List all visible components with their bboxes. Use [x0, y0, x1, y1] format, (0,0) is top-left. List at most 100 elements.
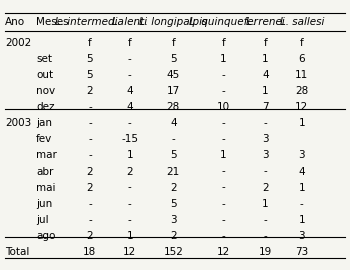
Text: -: - — [88, 199, 92, 209]
Text: 17: 17 — [167, 86, 180, 96]
Text: 12: 12 — [123, 247, 136, 257]
Text: 28: 28 — [295, 86, 308, 96]
Text: 4: 4 — [127, 102, 133, 112]
Text: 5: 5 — [86, 70, 93, 80]
Text: -: - — [128, 199, 132, 209]
Text: set: set — [36, 54, 52, 64]
Text: 1: 1 — [262, 86, 268, 96]
Text: dez: dez — [36, 102, 55, 112]
Text: 2: 2 — [127, 167, 133, 177]
Text: 5: 5 — [170, 199, 177, 209]
Text: 2: 2 — [86, 167, 93, 177]
Text: -: - — [88, 215, 92, 225]
Text: f: f — [172, 38, 175, 48]
Text: -: - — [88, 134, 92, 144]
Text: 73: 73 — [295, 247, 308, 257]
Text: -: - — [264, 215, 267, 225]
Text: -: - — [264, 167, 267, 177]
Text: -: - — [264, 119, 267, 129]
Text: 1: 1 — [127, 231, 133, 241]
Text: 3: 3 — [170, 215, 177, 225]
Text: mai: mai — [36, 183, 56, 193]
Text: f: f — [88, 38, 92, 48]
Text: 7: 7 — [262, 102, 268, 112]
Text: -: - — [222, 70, 225, 80]
Text: 12: 12 — [217, 247, 230, 257]
Text: f: f — [128, 38, 132, 48]
Text: L. intermedia: L. intermedia — [56, 18, 124, 28]
Text: 152: 152 — [163, 247, 183, 257]
Text: 2: 2 — [86, 86, 93, 96]
Text: jun: jun — [36, 199, 52, 209]
Text: -: - — [222, 183, 225, 193]
Text: -: - — [172, 134, 175, 144]
Text: 1: 1 — [262, 54, 268, 64]
Text: 3: 3 — [299, 231, 305, 241]
Text: 10: 10 — [217, 102, 230, 112]
Text: 3: 3 — [262, 134, 268, 144]
Text: Total: Total — [5, 247, 29, 257]
Text: -: - — [222, 134, 225, 144]
Text: 4: 4 — [127, 86, 133, 96]
Text: 11: 11 — [295, 70, 308, 80]
Text: -: - — [222, 231, 225, 241]
Text: nov: nov — [36, 86, 55, 96]
Text: -: - — [128, 70, 132, 80]
Text: 1: 1 — [299, 119, 305, 129]
Text: mar: mar — [36, 150, 57, 160]
Text: -: - — [88, 102, 92, 112]
Text: 4: 4 — [299, 167, 305, 177]
Text: L. longipalpis: L. longipalpis — [139, 18, 208, 28]
Text: 1: 1 — [299, 183, 305, 193]
Text: 18: 18 — [83, 247, 97, 257]
Text: 1: 1 — [220, 54, 227, 64]
Text: -: - — [88, 150, 92, 160]
Text: -: - — [222, 119, 225, 129]
Text: 2: 2 — [86, 231, 93, 241]
Text: 4: 4 — [262, 70, 268, 80]
Text: Ano: Ano — [5, 18, 25, 28]
Text: 2: 2 — [262, 183, 268, 193]
Text: Meses: Meses — [36, 18, 69, 28]
Text: -: - — [264, 231, 267, 241]
Text: -: - — [128, 215, 132, 225]
Text: 5: 5 — [170, 54, 177, 64]
Text: f: f — [300, 38, 303, 48]
Text: -: - — [300, 199, 303, 209]
Text: jan: jan — [36, 119, 52, 129]
Text: L. lenti: L. lenti — [112, 18, 147, 28]
Text: -: - — [222, 215, 225, 225]
Text: 1: 1 — [262, 199, 268, 209]
Text: f: f — [222, 38, 225, 48]
Text: 6: 6 — [299, 54, 305, 64]
Text: 2: 2 — [170, 183, 177, 193]
Text: 21: 21 — [167, 167, 180, 177]
Text: 2002: 2002 — [5, 38, 31, 48]
Text: 2: 2 — [86, 183, 93, 193]
Text: 1: 1 — [299, 215, 305, 225]
Text: 3: 3 — [299, 150, 305, 160]
Text: -: - — [128, 119, 132, 129]
Text: 1: 1 — [220, 150, 227, 160]
Text: jul: jul — [36, 215, 49, 225]
Text: -: - — [222, 167, 225, 177]
Text: 19: 19 — [259, 247, 272, 257]
Text: -: - — [128, 54, 132, 64]
Text: 28: 28 — [167, 102, 180, 112]
Text: f: f — [264, 38, 267, 48]
Text: L. renei: L. renei — [246, 18, 285, 28]
Text: 5: 5 — [170, 150, 177, 160]
Text: 2: 2 — [170, 231, 177, 241]
Text: 5: 5 — [86, 54, 93, 64]
Text: 45: 45 — [167, 70, 180, 80]
Text: -: - — [128, 183, 132, 193]
Text: -: - — [88, 119, 92, 129]
Text: -: - — [222, 86, 225, 96]
Text: 2003: 2003 — [5, 119, 31, 129]
Text: L. quinquefer: L. quinquefer — [189, 18, 258, 28]
Text: 3: 3 — [262, 150, 268, 160]
Text: ago: ago — [36, 231, 56, 241]
Text: -15: -15 — [121, 134, 138, 144]
Text: 4: 4 — [170, 119, 177, 129]
Text: fev: fev — [36, 134, 52, 144]
